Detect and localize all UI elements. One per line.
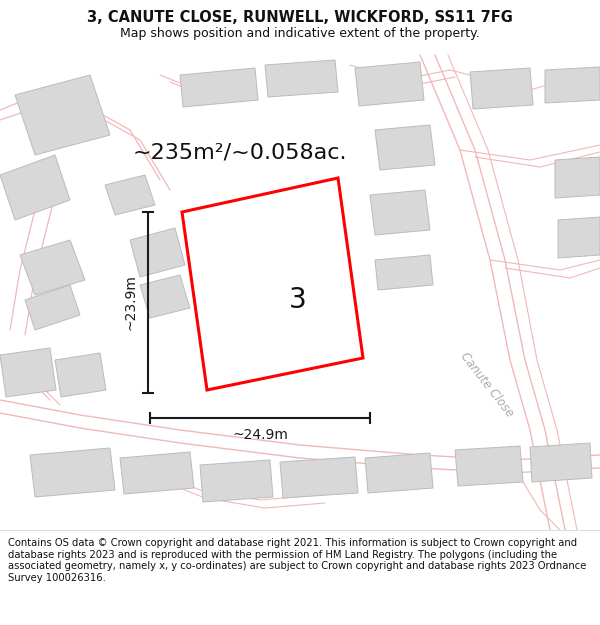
Text: 3: 3: [289, 286, 307, 314]
Text: Map shows position and indicative extent of the property.: Map shows position and indicative extent…: [120, 28, 480, 41]
Polygon shape: [30, 448, 115, 497]
Polygon shape: [55, 353, 106, 397]
Text: ~23.9m: ~23.9m: [124, 274, 138, 331]
Text: 3, CANUTE CLOSE, RUNWELL, WICKFORD, SS11 7FG: 3, CANUTE CLOSE, RUNWELL, WICKFORD, SS11…: [87, 11, 513, 26]
Text: ~24.9m: ~24.9m: [232, 428, 288, 442]
Text: ~235m²/~0.058ac.: ~235m²/~0.058ac.: [133, 142, 347, 162]
Polygon shape: [105, 175, 155, 215]
Polygon shape: [180, 68, 258, 107]
Polygon shape: [140, 275, 190, 318]
Text: Canute Close: Canute Close: [458, 350, 516, 420]
Polygon shape: [265, 60, 338, 97]
Text: Contains OS data © Crown copyright and database right 2021. This information is : Contains OS data © Crown copyright and d…: [8, 538, 586, 582]
Polygon shape: [280, 457, 358, 498]
Polygon shape: [455, 446, 523, 486]
Polygon shape: [355, 62, 424, 106]
Polygon shape: [0, 348, 56, 397]
Polygon shape: [370, 190, 430, 235]
Polygon shape: [130, 228, 185, 277]
Polygon shape: [530, 443, 592, 482]
Polygon shape: [555, 157, 600, 198]
Polygon shape: [120, 452, 194, 494]
Polygon shape: [375, 125, 435, 170]
Polygon shape: [25, 285, 80, 330]
Polygon shape: [545, 67, 600, 103]
Polygon shape: [15, 75, 110, 155]
Polygon shape: [470, 68, 533, 109]
Bar: [0, 50, 600, 530]
Polygon shape: [365, 453, 433, 493]
Polygon shape: [20, 240, 85, 295]
Polygon shape: [375, 255, 433, 290]
Polygon shape: [0, 155, 70, 220]
Polygon shape: [558, 217, 600, 258]
Polygon shape: [200, 460, 273, 502]
